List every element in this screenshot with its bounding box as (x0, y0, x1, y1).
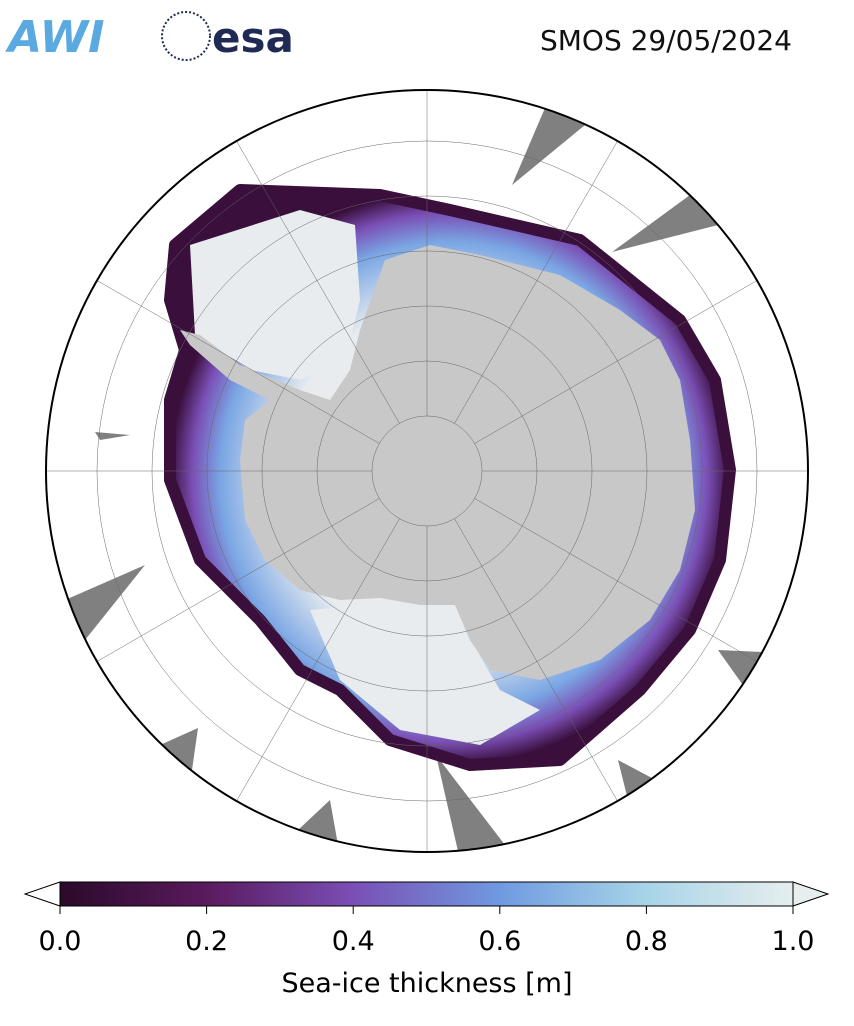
colorbar-tick-label: 0.8 (625, 926, 668, 957)
ross-ice (310, 600, 540, 745)
meridian (454, 140, 618, 424)
colorbar (59, 881, 794, 907)
colorbar-label: Sea-ice thickness [m] (281, 968, 572, 999)
awi-logo: AWI (5, 12, 105, 63)
meridian (236, 140, 400, 424)
colorbar-tick-label: 0.0 (39, 926, 82, 957)
esa-emblem (161, 11, 211, 61)
colorbar-tick-label: 0.2 (185, 926, 228, 957)
graticule (46, 90, 808, 852)
colorbar-extend-low (23, 881, 61, 907)
colorbar-tick-label: 0.4 (332, 926, 375, 957)
colorbar-tick-label: 0.6 (478, 926, 521, 957)
meridian (454, 518, 618, 802)
data-gaps (65, 108, 762, 852)
meridian (474, 280, 758, 444)
meridian (96, 280, 380, 444)
antarctica (180, 245, 695, 680)
colorbar-tick-label: 1.0 (772, 926, 815, 957)
meridian (96, 498, 380, 662)
meridian (474, 498, 758, 662)
colorbar-extend-high (792, 881, 830, 907)
map-frame (45, 89, 809, 853)
title: SMOS 29/05/2024 (540, 24, 792, 57)
esa-logo: esa (212, 13, 294, 62)
weddell-ice (190, 210, 360, 380)
meridian (236, 518, 400, 802)
map (46, 90, 808, 852)
